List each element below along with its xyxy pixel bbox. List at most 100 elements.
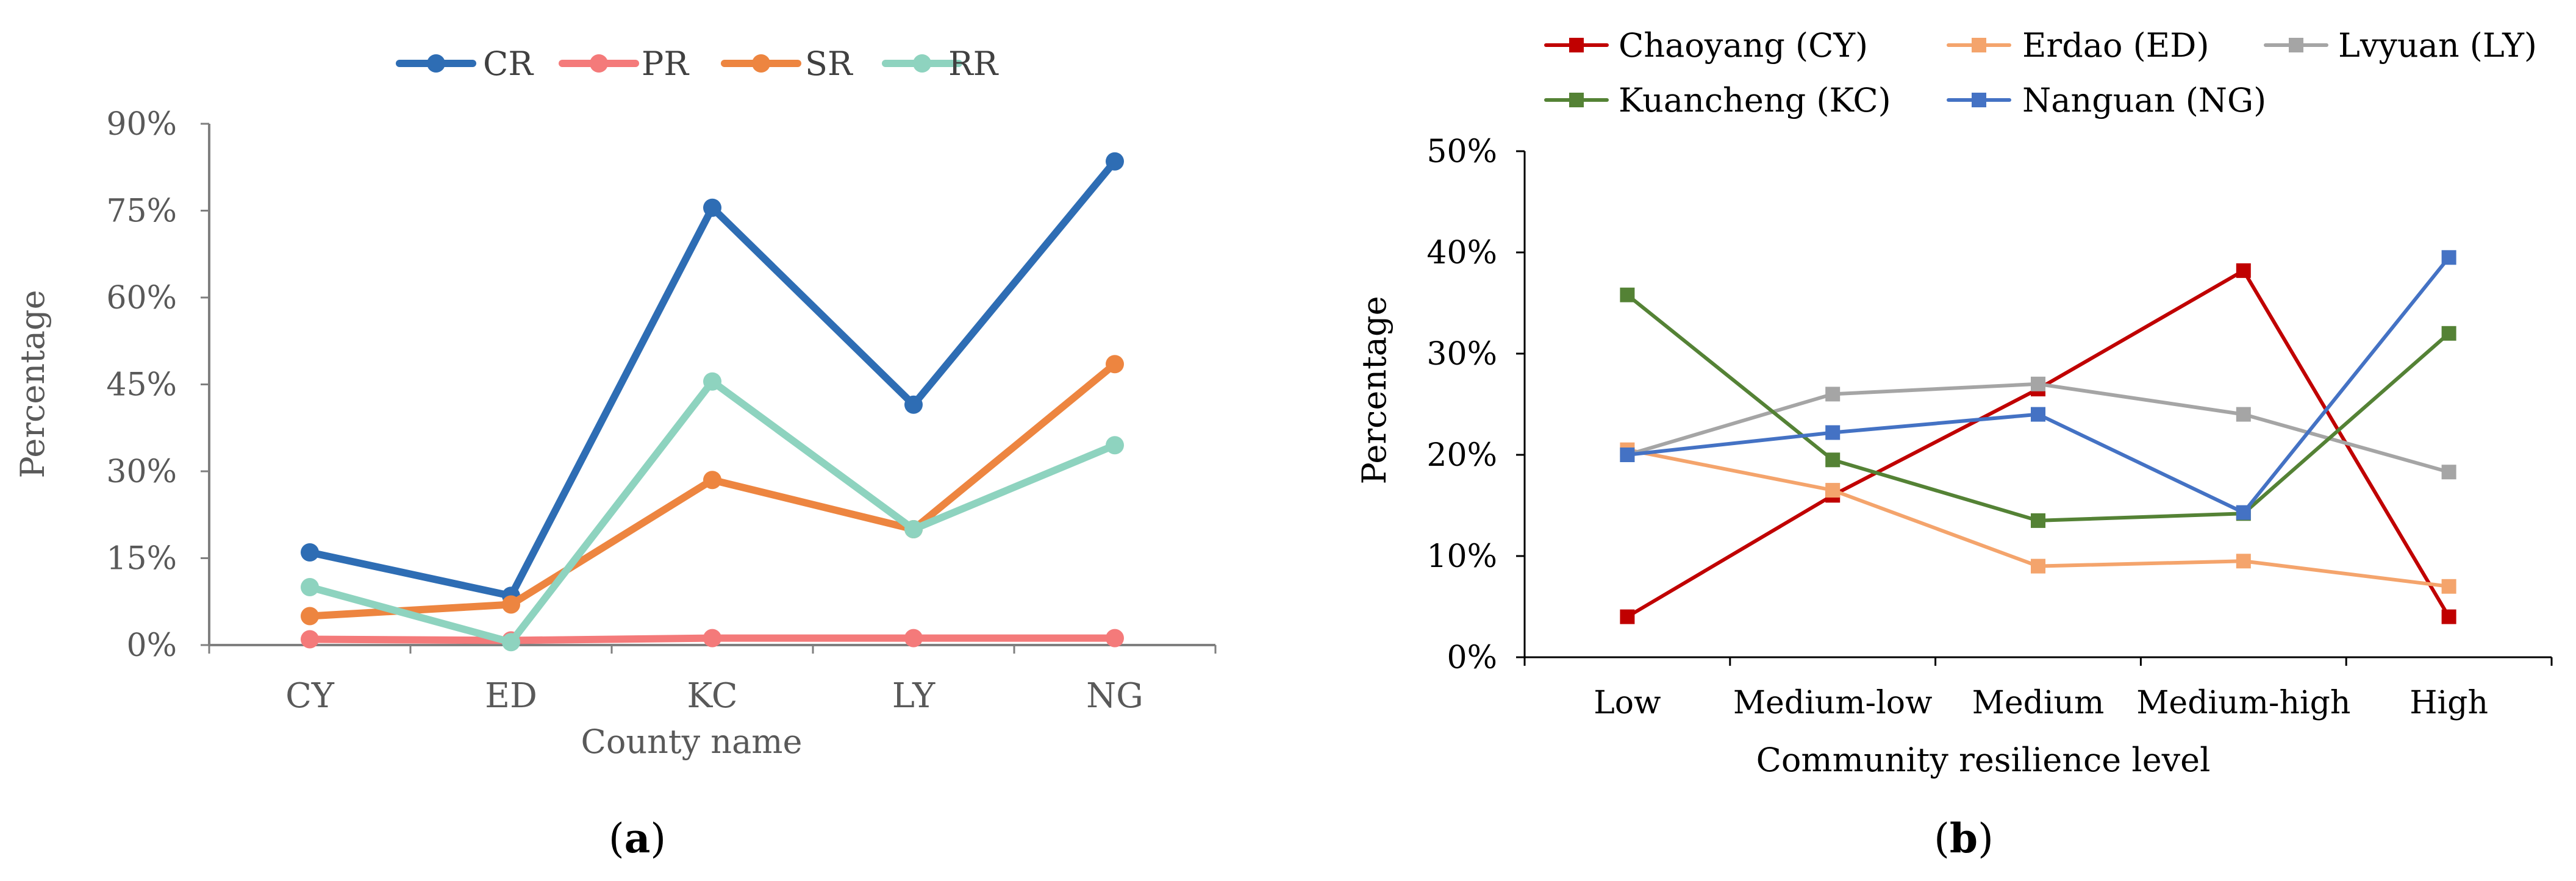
data-point	[1620, 287, 1635, 302]
data-point	[703, 198, 721, 217]
data-point	[2031, 558, 2045, 574]
legend-label: Chaoyang (CY)	[1619, 26, 1868, 65]
chart-a-legend-item: PR	[559, 45, 689, 83]
data-point	[1106, 629, 1124, 647]
chart-b-panel-label: (b)	[1934, 815, 1994, 862]
data-point	[301, 630, 319, 649]
chart-b-legend-item: Lvyuan (LY)	[2264, 26, 2537, 65]
legend-swatch-marker	[590, 54, 608, 73]
data-point	[2441, 465, 2456, 480]
chart-b-y-tick-label: 30%	[1426, 336, 1497, 373]
data-point	[1106, 152, 1124, 171]
data-point	[2236, 505, 2251, 520]
data-point	[904, 520, 923, 538]
chart-b-y-tick-label: 0%	[1447, 640, 1498, 676]
data-point	[502, 595, 520, 614]
chart-a-x-tick-label: LY	[892, 676, 936, 716]
data-point	[904, 395, 923, 414]
legend-label: SR	[805, 45, 853, 83]
chart-b: 0% 10% 20% 30% 40% 50% Low Medium-low Medium Med…	[1355, 26, 2553, 862]
data-point	[1825, 387, 1841, 402]
data-point	[2031, 376, 2045, 391]
chart-b-legend-item: Kuancheng (KC)	[1544, 81, 1891, 119]
legend-swatch-marker	[427, 54, 445, 73]
data-point	[1825, 452, 1841, 468]
chart-b-x-tick-label: Medium-high	[2136, 685, 2350, 721]
data-point	[1620, 609, 1635, 624]
legend-label: PR	[642, 45, 689, 83]
legend-swatch-marker	[1569, 93, 1584, 107]
chart-a-series-rr	[301, 372, 1124, 652]
chart-a-series-cr	[301, 152, 1124, 605]
data-point	[2441, 250, 2456, 265]
chart-b-legend-item: Erdao (ED)	[1947, 26, 2209, 65]
data-point	[2236, 263, 2251, 278]
chart-a-x-axis-title: County name	[581, 722, 803, 761]
chart-a-x-tick-label: NG	[1086, 676, 1143, 716]
data-point	[301, 607, 319, 626]
data-point	[1620, 448, 1635, 462]
chart-a-y-tick-label: 15%	[106, 541, 177, 577]
data-point	[502, 633, 520, 652]
chart-b-y-axis-title: Percentage	[1355, 296, 1394, 484]
series-line	[1625, 382, 2451, 474]
data-point	[1106, 436, 1124, 455]
data-point	[2441, 326, 2456, 341]
legend-swatch-marker	[1972, 93, 1986, 107]
legend-label: Kuancheng (KC)	[1619, 81, 1891, 119]
chart-a-y-axis-title: Percentage	[13, 290, 52, 478]
chart-a-panel-label: (a)	[609, 815, 666, 862]
data-point	[1825, 483, 1841, 498]
legend-swatch-marker	[913, 54, 931, 73]
data-point	[1106, 355, 1124, 374]
legend-label: Erdao (ED)	[2022, 26, 2209, 65]
data-point	[703, 629, 721, 647]
chart-a-y-tick-label: 0%	[127, 627, 177, 664]
chart-a-x-tick-label: ED	[485, 676, 537, 716]
chart-a-legend-item: RR	[882, 45, 999, 83]
chart-b-legend-item: Nanguan (NG)	[1947, 81, 2266, 119]
chart-b-y-tick-label: 40%	[1426, 235, 1497, 271]
chart-a-x-tick-label: CY	[285, 676, 335, 716]
chart-b-legend-item: Chaoyang (CY)	[1544, 26, 1868, 65]
chart-b-y-tick-label: 10%	[1426, 538, 1497, 575]
chart-b-series-nanguan-ng-	[1620, 250, 2456, 520]
chart-a-y-tick-label: 90%	[106, 106, 177, 143]
legend-swatch-marker	[2289, 38, 2303, 52]
chart-a-y-tick-label: 75%	[106, 193, 177, 230]
data-point	[301, 578, 319, 596]
chart-b-y-tick-label: 20%	[1426, 437, 1497, 474]
legend-label: Nanguan (NG)	[2022, 81, 2266, 119]
chart-a-legend-item: CR	[396, 45, 534, 83]
data-point	[301, 543, 319, 562]
legend-swatch-marker	[1972, 38, 1986, 52]
chart-b-x-tick-label: Medium	[1972, 685, 2105, 721]
chart-b-x-tick-label: High	[2410, 685, 2488, 721]
data-point	[703, 372, 721, 391]
chart-a-y-tick-label: 45%	[106, 367, 177, 404]
data-point	[2441, 609, 2456, 624]
legend-label: RR	[948, 45, 999, 83]
data-point	[1825, 425, 1841, 440]
data-point	[2236, 554, 2251, 569]
chart-b-x-axis-title: Community resilience level	[1756, 741, 2211, 779]
chart-a: 0% 15% 30% 45% 60% 75% 90% CY ED KC LY NG CR PR SR RR…	[13, 45, 1217, 862]
chart-a-legend-item: SR	[721, 45, 853, 83]
chart-a-x-tick-label: KC	[687, 676, 737, 716]
data-point	[2031, 513, 2045, 528]
data-point	[2236, 407, 2251, 422]
legend-swatch-marker	[752, 54, 770, 73]
chart-b-x-tick-label: Low	[1594, 685, 1661, 721]
chart-a-y-tick-label: 60%	[106, 280, 177, 316]
chart-a-series-pr	[301, 629, 1124, 650]
data-point	[703, 471, 721, 490]
legend-swatch-marker	[1569, 38, 1584, 52]
chart-b-x-tick-label: Medium-low	[1733, 685, 1933, 721]
legend-label: CR	[483, 45, 534, 83]
data-point	[904, 629, 923, 647]
legend-label: Lvyuan (LY)	[2338, 26, 2537, 65]
data-point	[2031, 407, 2045, 422]
chart-b-y-tick-label: 50%	[1426, 134, 1497, 170]
data-point	[2441, 579, 2456, 594]
